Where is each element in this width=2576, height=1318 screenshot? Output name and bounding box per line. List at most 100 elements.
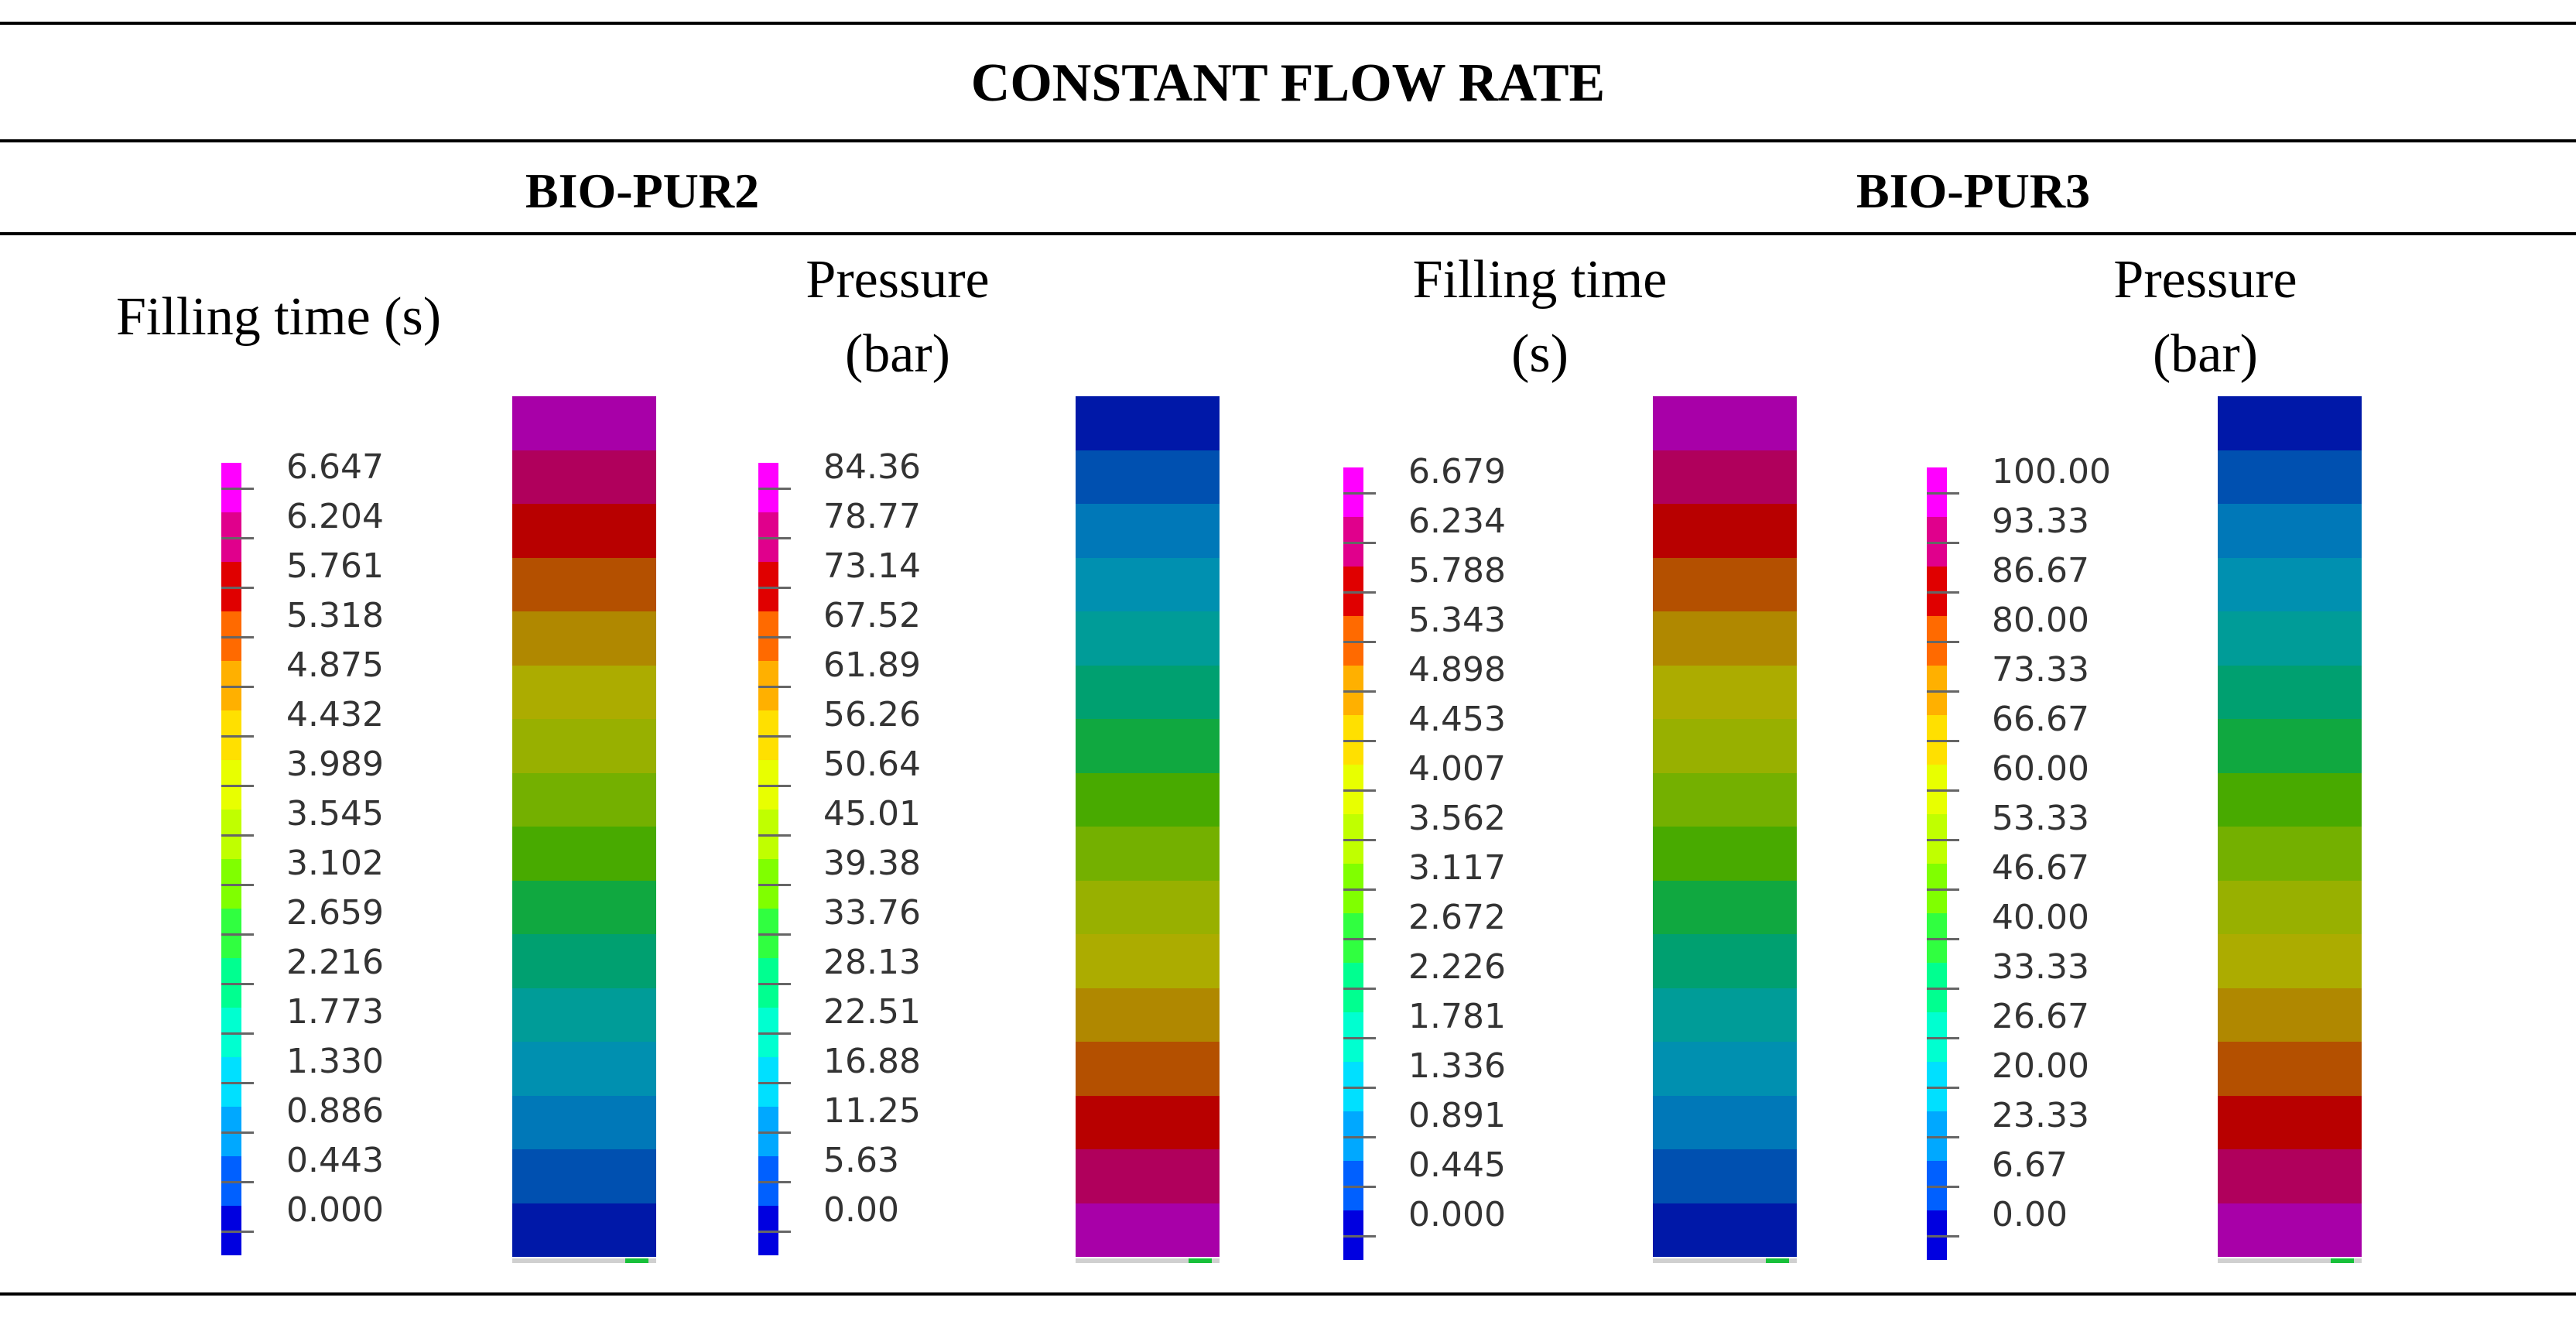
legend-tick (1343, 938, 1376, 940)
legend-tick (221, 488, 254, 490)
strip-band (1076, 772, 1220, 827)
legend-tick (1927, 888, 1959, 891)
legend-tick (1927, 1136, 1959, 1138)
legend-tick (758, 1181, 791, 1183)
legend-label: 0.891 (1408, 1096, 1506, 1135)
filling-time-strip-pur2 (512, 396, 656, 1257)
legend-tick (758, 488, 791, 490)
legend-label: 53.33 (1992, 799, 2089, 838)
legend-bar-filling-time-pur2 (221, 463, 254, 1255)
legend-label: 2.226 (1408, 947, 1506, 987)
strip-band (2218, 504, 2362, 558)
legend-tick (758, 735, 791, 738)
strip-band (1076, 988, 1220, 1042)
legend-tick (758, 785, 791, 787)
strip-band (512, 934, 656, 988)
legend-label: 50.64 (823, 745, 921, 784)
legend-tick (1343, 492, 1376, 495)
legend-label: 2.672 (1408, 898, 1506, 937)
legend-tick (758, 884, 791, 886)
legend-label: 0.886 (286, 1091, 384, 1131)
legend-label: 84.36 (823, 447, 921, 487)
legend-tick (1343, 988, 1376, 990)
strip-band (2218, 557, 2362, 611)
strip-band (1076, 827, 1220, 881)
strip-band (512, 772, 656, 827)
strip-band (512, 719, 656, 773)
strip-band (1076, 611, 1220, 666)
header-line: Filling time (1412, 250, 1668, 310)
strip-band (1653, 827, 1797, 881)
strip-band (1653, 611, 1797, 666)
legend-label: 4.007 (1408, 749, 1506, 789)
legend-tick (1343, 1037, 1376, 1039)
legend-tick (1927, 1235, 1959, 1238)
strip-band (2218, 1042, 2362, 1096)
legend-tick (758, 1231, 791, 1233)
strip-band (2218, 611, 2362, 666)
strip-band (2218, 396, 2362, 450)
groups-rule (0, 232, 2576, 235)
legend-tick (1343, 888, 1376, 891)
legend-tick (221, 1032, 254, 1035)
legend-label: 0.443 (286, 1141, 384, 1180)
legend-tick (1927, 591, 1959, 594)
legend-tick (758, 686, 791, 688)
legend-tick (758, 834, 791, 837)
legend-tick (1343, 1087, 1376, 1089)
strip-band (1653, 934, 1797, 988)
legend-label: 3.989 (286, 745, 384, 784)
title-rule (0, 139, 2576, 142)
legend-label: 4.875 (286, 645, 384, 685)
legend-label: 2.659 (286, 893, 384, 933)
legend-label: 0.00 (823, 1190, 899, 1230)
column-header-pressure-pur3: Pressure (bar) (2051, 243, 2360, 392)
legend-tick (1927, 988, 1959, 990)
strip-band (512, 1149, 656, 1203)
legend-tick (1343, 641, 1376, 643)
legend-tick (221, 834, 254, 837)
legend-label: 5.343 (1408, 601, 1506, 640)
strip-marker (1189, 1258, 1212, 1263)
legend-label: 80.00 (1992, 601, 2089, 640)
strip-band (2218, 988, 2362, 1042)
legend-label: 40.00 (1992, 898, 2089, 937)
strip-band (2218, 719, 2362, 773)
legend-label: 93.33 (1992, 502, 2089, 541)
legend-label: 33.76 (823, 893, 921, 933)
strip-band (512, 450, 656, 504)
strip-band (1076, 1149, 1220, 1203)
legend-tick (221, 1231, 254, 1233)
strip-band (1653, 1042, 1797, 1096)
filling-time-strip-pur3 (1653, 396, 1797, 1257)
legend-label: 6.204 (286, 497, 384, 536)
legend-tick (1343, 591, 1376, 594)
pressure-strip-pur3 (2218, 396, 2362, 1257)
legend-label: 5.788 (1408, 551, 1506, 591)
strip-band (512, 1042, 656, 1096)
group-title-bio-pur2: BIO-PUR2 (525, 163, 760, 218)
legend-label: 28.13 (823, 943, 921, 982)
legend-label: 39.38 (823, 844, 921, 883)
legend-label: 4.432 (286, 695, 384, 734)
strip-band (1653, 880, 1797, 934)
legend-label: 5.761 (286, 546, 384, 586)
legend-label: 66.67 (1992, 700, 2089, 739)
strip-band (1653, 450, 1797, 504)
legend-tick (1343, 789, 1376, 792)
legend-label: 67.52 (823, 596, 921, 635)
bottom-rule (0, 1292, 2576, 1296)
legend-label: 6.647 (286, 447, 384, 487)
strip-band (1076, 934, 1220, 988)
strip-band (1653, 396, 1797, 450)
legend-label: 6.234 (1408, 502, 1506, 541)
header-line: (bar) (844, 324, 950, 384)
column-header-filling-time-pur2: Filling time (s) (62, 280, 495, 354)
legend-tick (1927, 938, 1959, 940)
legend-label: 1.330 (286, 1042, 384, 1081)
legend-tick (758, 587, 791, 589)
legend-tick (1927, 1037, 1959, 1039)
legend-label: 5.318 (286, 596, 384, 635)
legend-label: 86.67 (1992, 551, 2089, 591)
strip-band (512, 557, 656, 611)
